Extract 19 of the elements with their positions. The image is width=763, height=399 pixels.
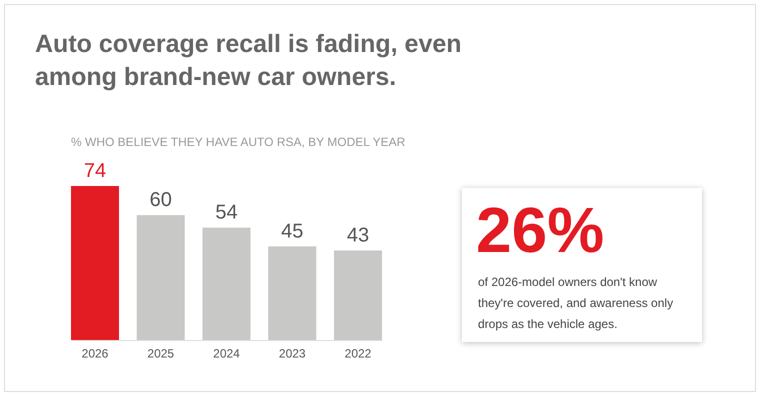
bar xyxy=(334,250,382,340)
data-label: 60 xyxy=(150,189,172,212)
text: of 2026-model owners don't know they're covered, and awareness only drops as the vehicle ages. xyxy=(478,274,674,333)
bar xyxy=(71,186,119,340)
bar xyxy=(202,228,250,340)
chart-title: Auto coverage recall is fading, even among brand-new car owners. xyxy=(35,29,463,93)
x-tick-label: 2026 xyxy=(82,346,109,360)
x-tick-label: 2025 xyxy=(147,346,174,360)
data-label: 54 xyxy=(215,202,238,224)
x-tick-label: 2023 xyxy=(278,346,306,360)
data-label: 45 xyxy=(281,220,304,242)
text: 26% xyxy=(476,194,604,266)
bar xyxy=(268,246,316,340)
x-tick-label: 2024 xyxy=(213,346,240,360)
chart-subtitle: % WHO BELIEVE THEY HAVE AUTO RSA, BY MODEL YEAR xyxy=(71,135,406,149)
bar xyxy=(136,215,185,340)
data-label: 74 xyxy=(84,160,106,182)
data-label: 43 xyxy=(346,224,370,247)
x-tick-label: 2022 xyxy=(344,346,372,360)
